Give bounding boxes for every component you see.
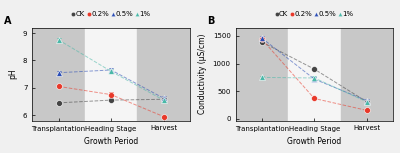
Bar (137, 28, 190, 121)
Point (108, 99, 114, 101)
Point (311, 68, 318, 70)
Bar (32, 28, 85, 121)
Text: A: A (4, 16, 12, 26)
Point (311, 78, 318, 80)
Point (55, 71, 62, 74)
Point (364, 109, 370, 112)
Point (259, 37, 265, 39)
Point (108, 69, 114, 71)
Point (160, 99, 167, 101)
Point (108, 70, 114, 73)
Point (311, 77, 318, 79)
Point (160, 97, 167, 99)
Legend: CK, 0.2%, 0.5%, 1%: CK, 0.2%, 0.5%, 1% (274, 11, 354, 18)
Point (55, 102, 62, 104)
Point (364, 99, 370, 102)
Point (160, 115, 167, 118)
Point (364, 101, 370, 103)
Point (364, 101, 370, 103)
Point (55, 85, 62, 88)
Point (311, 97, 318, 100)
X-axis label: Growth Period: Growth Period (84, 137, 138, 146)
Point (55, 39, 62, 41)
Point (160, 98, 167, 101)
Point (108, 93, 114, 96)
Point (259, 41, 265, 43)
Bar (85, 28, 137, 121)
Bar (236, 28, 288, 121)
Text: B: B (207, 16, 214, 26)
Bar (288, 28, 340, 121)
X-axis label: Growth Period: Growth Period (287, 137, 342, 146)
Bar (340, 28, 393, 121)
Legend: CK, 0.2%, 0.5%, 1%: CK, 0.2%, 0.5%, 1% (71, 11, 151, 18)
Point (259, 38, 265, 40)
Y-axis label: Conductivity (μS/cm): Conductivity (μS/cm) (198, 34, 207, 114)
Y-axis label: pH: pH (8, 69, 17, 79)
Point (259, 76, 265, 79)
